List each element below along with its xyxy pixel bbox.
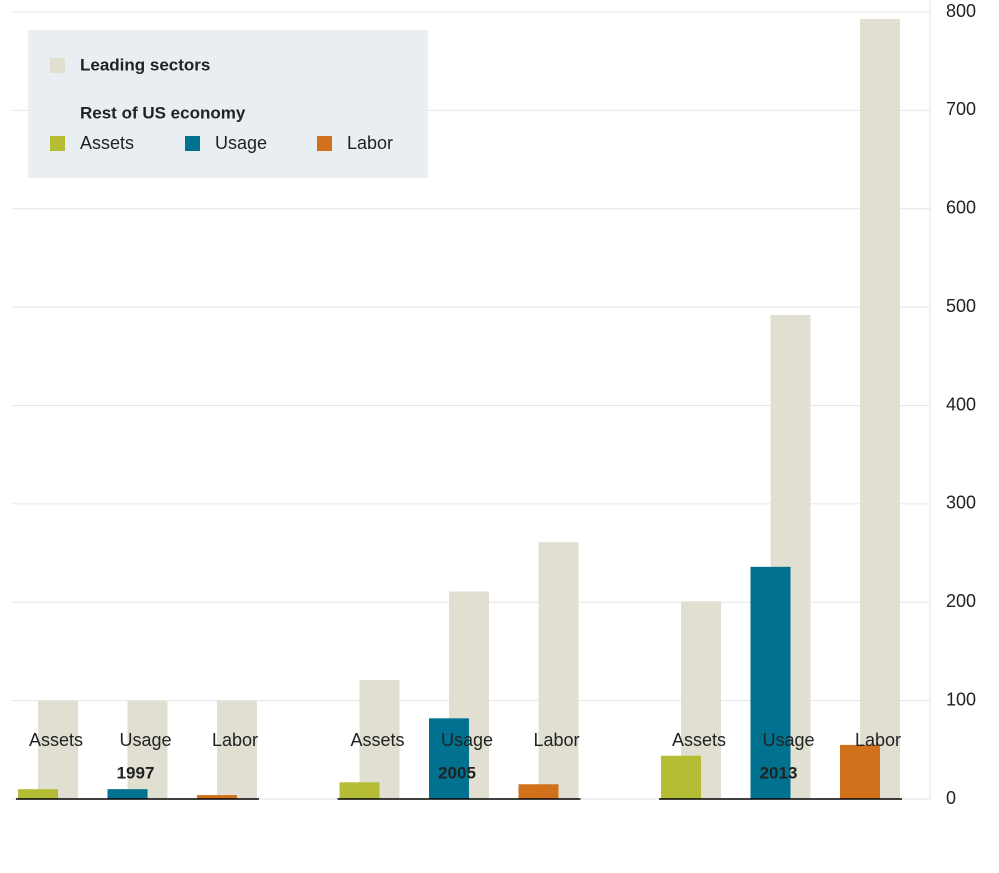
y-tick-label: 200 <box>946 591 976 611</box>
legend-label: Rest of US economy <box>80 103 246 122</box>
bar <box>18 789 58 799</box>
bar <box>661 755 701 799</box>
x-tick-label: Assets <box>29 730 83 750</box>
y-tick-label: 100 <box>946 689 976 709</box>
bar <box>359 679 400 799</box>
legend-swatch <box>317 136 332 151</box>
bar <box>860 18 900 800</box>
x-tick-label: Usage <box>762 730 814 750</box>
bar <box>197 795 237 799</box>
bar <box>840 744 880 799</box>
group-label: 2005 <box>438 763 476 782</box>
legend-box <box>28 30 428 178</box>
legend-swatch <box>185 136 200 151</box>
x-tick-label: Usage <box>119 730 171 750</box>
y-tick-label: 400 <box>946 394 976 414</box>
bar <box>750 566 791 799</box>
legend-label: Leading sectors <box>80 55 210 74</box>
bar <box>217 700 257 799</box>
y-tick-label: 800 <box>946 1 976 21</box>
legend-label: Assets <box>80 133 134 153</box>
bar <box>538 542 579 799</box>
y-tick-label: 300 <box>946 493 976 513</box>
legend-swatch <box>50 136 65 151</box>
y-tick-label: 700 <box>946 99 976 119</box>
x-tick-label: Labor <box>533 730 579 750</box>
x-tick-label: Labor <box>212 730 258 750</box>
x-tick-label: Assets <box>350 730 404 750</box>
y-tick-label: 500 <box>946 296 976 316</box>
group-label: 1997 <box>117 763 155 782</box>
y-tick-label: 600 <box>946 198 976 218</box>
bar <box>107 789 148 799</box>
legend-label: Labor <box>347 133 393 153</box>
x-tick-label: Assets <box>672 730 726 750</box>
bar <box>127 700 168 799</box>
x-tick-label: Usage <box>441 730 493 750</box>
bar <box>38 700 78 799</box>
bar <box>429 718 469 799</box>
y-tick-label: 0 <box>946 788 956 808</box>
bar <box>339 782 380 799</box>
legend-label: Usage <box>215 133 267 153</box>
group-label: 2013 <box>760 763 798 782</box>
x-tick-label: Labor <box>855 730 901 750</box>
bars <box>16 18 902 800</box>
bar <box>518 784 559 799</box>
legend-swatch <box>50 58 65 73</box>
